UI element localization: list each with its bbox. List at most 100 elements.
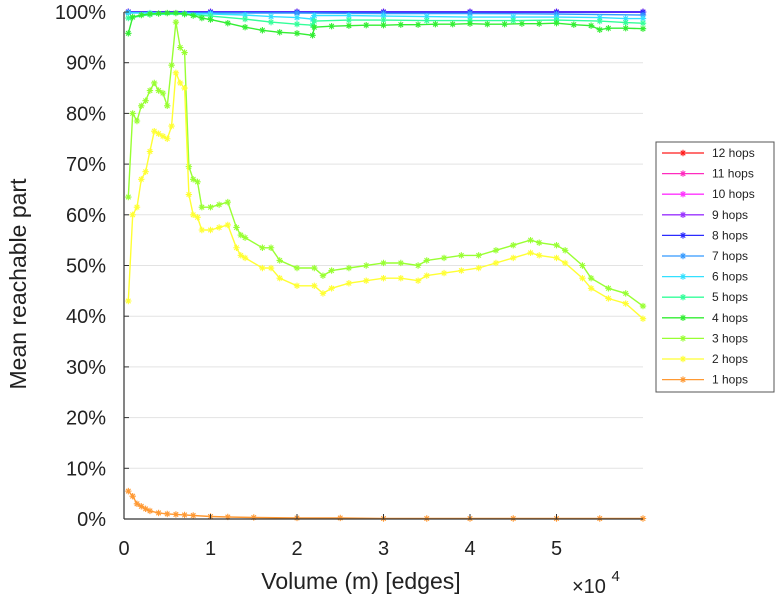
data-point	[125, 30, 132, 37]
data-point	[561, 247, 569, 254]
data-point	[138, 503, 145, 510]
y-tick-label: 20%	[66, 408, 106, 430]
data-point	[168, 62, 175, 69]
legend-marker	[679, 314, 687, 321]
x-tick-label: 0	[118, 538, 129, 560]
data-point	[207, 12, 214, 20]
legend-item: 3 hops	[662, 331, 748, 345]
data-point	[561, 259, 569, 267]
data-point	[168, 122, 175, 130]
data-point	[311, 12, 318, 19]
data-point	[224, 19, 231, 27]
data-point	[237, 252, 244, 259]
series-layer	[125, 8, 647, 522]
data-point	[172, 69, 180, 77]
data-point	[466, 20, 474, 27]
legend-label: 11 hops	[712, 167, 754, 181]
data-point	[423, 272, 430, 279]
data-point	[267, 244, 275, 251]
data-point	[133, 117, 141, 125]
data-point	[146, 507, 154, 515]
data-point	[155, 130, 162, 137]
data-point	[224, 513, 231, 521]
data-point	[553, 19, 560, 27]
data-point	[125, 297, 132, 305]
legend-marker	[679, 273, 687, 280]
data-point	[536, 252, 543, 259]
data-point	[129, 110, 136, 117]
data-point	[146, 10, 154, 18]
data-point	[311, 282, 318, 289]
legend-item: 7 hops	[662, 249, 748, 263]
data-point	[527, 236, 534, 244]
data-point	[259, 244, 266, 251]
data-point	[164, 9, 171, 17]
data-point	[241, 15, 249, 23]
data-point	[276, 29, 283, 36]
data-point	[155, 10, 162, 17]
x-exponent-power: 4	[612, 568, 620, 585]
legend-item: 2 hops	[662, 352, 748, 366]
data-point	[207, 226, 214, 234]
legend-label: 4 hops	[712, 311, 748, 325]
data-point	[518, 20, 526, 27]
legend-item: 12 hops	[662, 146, 755, 160]
data-point	[622, 290, 629, 297]
data-point	[159, 89, 167, 97]
y-tick-label: 70%	[66, 154, 106, 176]
data-point	[328, 22, 335, 30]
data-point	[142, 97, 149, 104]
data-point	[138, 102, 145, 109]
data-point	[164, 510, 171, 518]
data-point	[596, 14, 603, 21]
data-point	[501, 20, 508, 28]
data-point	[596, 26, 603, 33]
legend-label: 6 hops	[712, 270, 748, 284]
legend-item: 5 hops	[662, 290, 748, 304]
data-point	[328, 285, 335, 292]
data-point	[639, 19, 647, 27]
legend-marker	[679, 252, 687, 260]
data-point	[311, 17, 318, 25]
data-point	[397, 274, 404, 282]
data-point	[181, 49, 188, 56]
y-tick-label: 60%	[66, 205, 106, 227]
legend-item: 11 hops	[662, 167, 754, 181]
data-point	[125, 487, 132, 495]
data-point	[181, 84, 188, 92]
data-point	[125, 193, 132, 201]
data-point	[639, 302, 647, 310]
data-point	[510, 17, 517, 24]
data-point	[151, 79, 158, 87]
data-point	[414, 262, 422, 269]
legend-label: 1 hops	[712, 373, 748, 387]
data-point	[194, 178, 201, 186]
data-point	[259, 264, 266, 272]
legend-item: 10 hops	[662, 187, 755, 201]
series-4-hops	[125, 9, 647, 39]
data-point	[177, 44, 184, 51]
data-point	[293, 20, 301, 28]
data-point	[553, 242, 560, 249]
data-point	[536, 239, 543, 246]
y-axis-title: Mean reachable part	[5, 178, 31, 390]
data-point	[142, 505, 149, 513]
legend-item: 1 hops	[662, 373, 748, 387]
data-point	[363, 262, 370, 269]
data-point	[363, 21, 370, 29]
y-tick-label: 50%	[66, 256, 106, 278]
data-point	[587, 285, 595, 292]
y-tick-label: 80%	[66, 103, 106, 125]
data-point	[466, 10, 474, 17]
data-point	[293, 14, 301, 21]
legend-item: 9 hops	[662, 208, 748, 222]
data-point	[527, 249, 534, 257]
data-point	[363, 277, 370, 284]
data-point	[345, 16, 353, 24]
legend-label: 2 hops	[712, 352, 748, 366]
data-point	[293, 30, 301, 37]
data-point	[622, 15, 629, 22]
data-point	[423, 17, 430, 24]
data-point	[492, 259, 500, 267]
data-point	[432, 20, 439, 28]
